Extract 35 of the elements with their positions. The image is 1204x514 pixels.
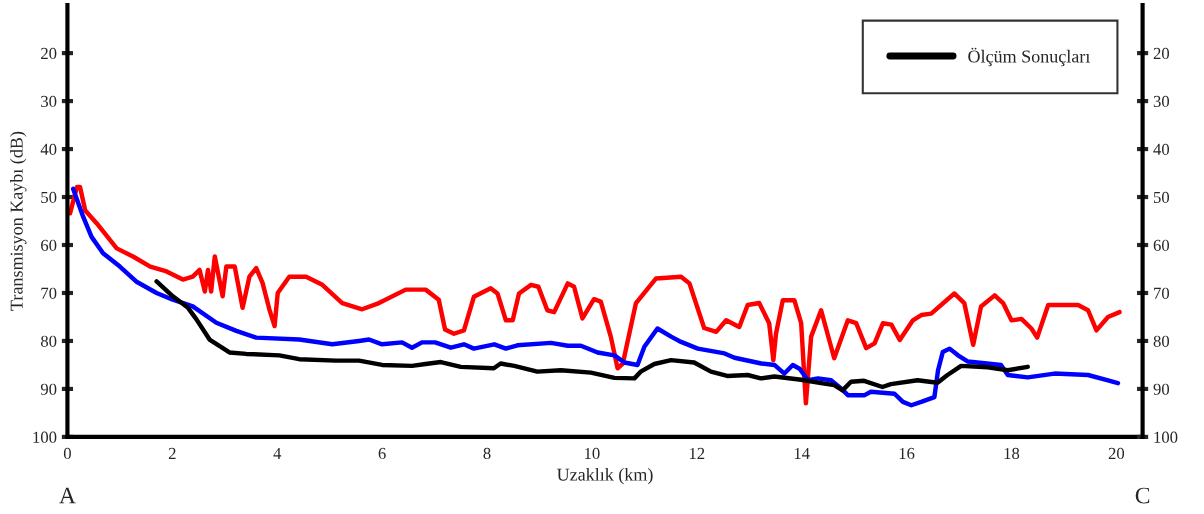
x-tick-label: 12 (689, 447, 705, 459)
y-axis-title: Transmisyon Kaybı (dB) (10, 131, 27, 311)
x-tick-label: 10 (585, 447, 600, 460)
line-series (154, 279, 1030, 393)
x-tick-label: 14 (794, 447, 810, 459)
y-tick-label: 40 (40, 143, 57, 156)
x-tick-label: 18 (1004, 447, 1020, 460)
y-tick-label: 50 (41, 191, 57, 203)
text: C (1135, 487, 1150, 504)
legend-label: Ölçüm Sonuçları (968, 47, 1091, 67)
y-tick-label: 60 (41, 239, 57, 251)
y-tick-label: 30 (41, 95, 57, 108)
y-tick-label: 80 (40, 335, 57, 347)
y2-tick-label: 90 (1153, 383, 1170, 395)
y2-tick-label: 40 (1153, 143, 1170, 156)
x-tick-label: 4 (273, 447, 282, 459)
x-tick-label: 2 (168, 447, 176, 459)
x-tick-label: 20 (1108, 447, 1125, 460)
y-tick-label: 20 (41, 47, 57, 60)
text: A (59, 487, 76, 504)
y-tick-label: 90 (40, 383, 57, 395)
x-axis-title: Uzaklık (km) (557, 467, 653, 485)
y2-tick-label: 30 (1153, 95, 1170, 108)
x-tick-label: 16 (899, 447, 915, 460)
y2-tick-label: 60 (1153, 239, 1170, 251)
y-tick-label: 100 (33, 431, 57, 443)
y2-tick-label: 20 (1153, 47, 1170, 60)
x-tick-label: 0 (63, 447, 71, 460)
y2-tick-label: 80 (1153, 335, 1170, 347)
y2-tick-label: 50 (1153, 191, 1170, 203)
y2-tick-label: 100 (1154, 431, 1178, 443)
x-tick-label: 8 (483, 447, 491, 460)
x-tick-label: 6 (378, 447, 386, 460)
y-tick-label: 70 (41, 287, 57, 299)
y2-tick-label: 70 (1154, 287, 1170, 299)
